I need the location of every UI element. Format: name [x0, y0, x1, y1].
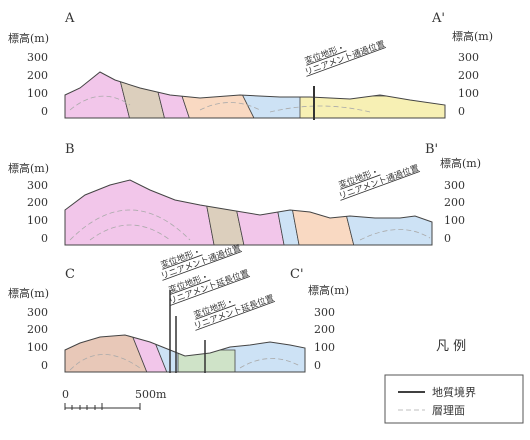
tick-label: 300 [444, 179, 465, 192]
tick-label: 300 [27, 179, 48, 192]
legend-item: 層理面 [432, 404, 465, 417]
tick-label: 0 [314, 359, 321, 372]
axis-label: 標高(m) [308, 283, 349, 297]
legend-title: 凡 例 [436, 339, 466, 354]
tick-label: 300 [458, 51, 479, 64]
tick-label: 100 [314, 341, 335, 354]
tick-label: 100 [458, 87, 479, 100]
tick-label: 200 [458, 69, 479, 82]
axis-label: 標高(m) [8, 286, 49, 300]
tick-label: 200 [27, 323, 48, 336]
tick-label: 0 [41, 105, 48, 118]
section-label: B [65, 142, 75, 157]
axis-label: 標高(m) [440, 156, 481, 170]
legend-item: 地質境界 [432, 385, 476, 399]
section-label: B' [425, 142, 438, 157]
section-label: A' [431, 11, 445, 26]
tick-label: 0 [41, 359, 48, 372]
tick-label: 0 [41, 232, 48, 245]
tick-label: 100 [444, 214, 465, 227]
labels: 凡 例 地質境界 層理面 0 500m [62, 339, 476, 417]
legend-box [384, 374, 524, 424]
scale-start: 0 [62, 388, 69, 401]
tick-label: 100 [27, 341, 48, 354]
tick-label: 200 [314, 323, 335, 336]
tick-label: 100 [27, 214, 48, 227]
tick-label: 200 [27, 196, 48, 209]
tick-label: 200 [27, 69, 48, 82]
axis-label: 標高(m) [452, 29, 493, 43]
section-c [64, 290, 306, 373]
tick-label: 300 [27, 306, 48, 319]
tick-label: 0 [458, 105, 465, 118]
tick-label: 100 [27, 87, 48, 100]
tick-label: 0 [444, 232, 451, 245]
section-label: C [65, 267, 75, 282]
tick-label: 300 [27, 51, 48, 64]
tick-label: 200 [444, 196, 465, 209]
axis-label: 標高(m) [8, 31, 49, 45]
scale-bar [64, 403, 141, 410]
tick-label: 300 [314, 306, 335, 319]
axis-label: 標高(m) [8, 161, 49, 175]
section-a [64, 71, 446, 120]
scale-end: 500m [135, 388, 167, 401]
section-label: C' [290, 267, 304, 282]
section-label: A [64, 11, 75, 26]
